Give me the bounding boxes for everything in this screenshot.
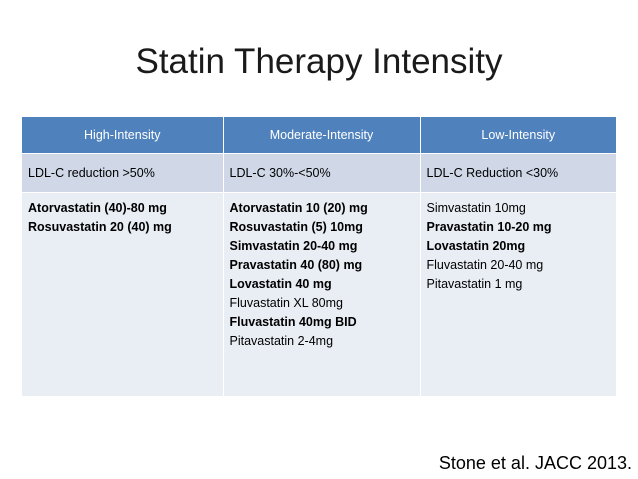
drug-line: Atorvastatin (40)-80 mg: [28, 201, 167, 215]
header-low-intensity: Low-Intensity: [420, 117, 616, 154]
table-header-row: High-Intensity Moderate-Intensity Low-In…: [22, 117, 616, 154]
table-row-ldl-reduction: LDL-C reduction >50% LDL-C 30%-<50% LDL-…: [22, 153, 616, 193]
drug-line: Simvastatin 20-40 mg: [229, 239, 358, 253]
header-moderate-intensity: Moderate-Intensity: [223, 117, 421, 154]
drug-line: Pitavastatin 1 mg: [426, 277, 523, 291]
statin-intensity-table: High-Intensity Moderate-Intensity Low-In…: [22, 117, 616, 396]
drug-line: Simvastatin 10mg: [426, 201, 526, 215]
drug-line: Pitavastatin 2-4mg: [229, 334, 334, 348]
cell-drugs-low: Simvastatin 10mg Pravastatin 10-20 mg Lo…: [420, 192, 616, 396]
header-high-intensity: High-Intensity: [22, 117, 224, 154]
cell-ldl-moderate: LDL-C 30%-<50%: [223, 153, 421, 193]
drug-line: Pravastatin 40 (80) mg: [229, 258, 363, 272]
drug-line: Lovastatin 20mg: [426, 239, 526, 253]
drug-line: Atorvastatin 10 (20) mg: [229, 201, 368, 215]
drug-line: Rosuvastatin (5) 10mg: [229, 220, 363, 234]
cell-drugs-moderate: Atorvastatin 10 (20) mg Rosuvastatin (5)…: [223, 192, 421, 396]
table-row-drugs: Atorvastatin (40)-80 mg Rosuvastatin 20 …: [22, 192, 616, 396]
cell-ldl-low: LDL-C Reduction <30%: [420, 153, 616, 193]
drug-line: Fluvastatin 40mg BID: [229, 315, 357, 329]
slide-title: Statin Therapy Intensity: [135, 42, 503, 81]
drug-line: Fluvastatin 20-40 mg: [426, 258, 544, 272]
cell-drugs-high: Atorvastatin (40)-80 mg Rosuvastatin 20 …: [22, 192, 224, 396]
citation: Stone et al. JACC 2013.: [438, 453, 632, 473]
cell-ldl-high: LDL-C reduction >50%: [22, 153, 224, 193]
drug-line: Rosuvastatin 20 (40) mg: [28, 220, 172, 234]
drug-line: Lovastatin 40 mg: [229, 277, 332, 291]
drug-line: Pravastatin 10-20 mg: [426, 220, 552, 234]
drug-line: Fluvastatin XL 80mg: [229, 296, 343, 310]
